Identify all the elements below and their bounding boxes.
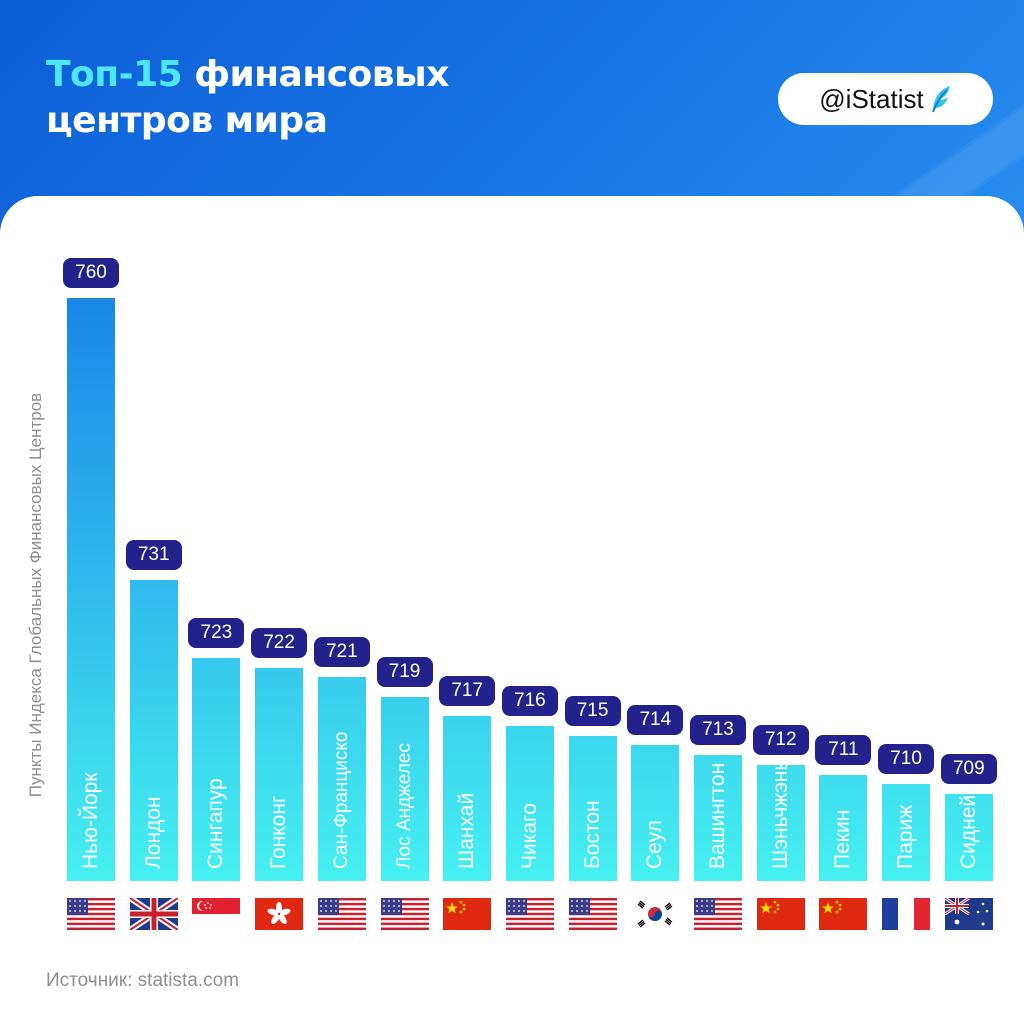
source-note: Источник: statista.com: [46, 970, 240, 991]
bar: Гонконг: [255, 667, 304, 881]
bar: Шанхай: [443, 716, 492, 881]
bar: Вашингтон: [694, 755, 742, 881]
bar-label: Сан-Франциско: [330, 731, 352, 869]
flag-cn-icon: [756, 898, 805, 930]
value-label: 715: [564, 695, 621, 726]
bar-label: Вашингтон: [706, 762, 729, 869]
bar-label: Париж: [894, 804, 918, 869]
bar-label: Гонконг: [267, 795, 291, 869]
bar: Чикаго: [505, 725, 554, 881]
bar-label: Чикаго: [517, 803, 541, 869]
value-label: 713: [690, 715, 746, 746]
flag-us-icon: [67, 898, 115, 930]
value-label: 710: [878, 744, 935, 775]
flag-sg-icon: [192, 898, 241, 930]
brand-badge[interactable]: @iStatist: [778, 73, 993, 125]
title-accent: Топ-15: [46, 54, 183, 95]
bar-label: Сидней: [956, 794, 980, 869]
bar: Бостон: [568, 735, 617, 881]
value-label: 760: [63, 258, 119, 288]
value-label: 712: [752, 724, 809, 755]
bar-label: Сеул: [643, 820, 667, 869]
bar: Сеул: [631, 745, 680, 881]
flag-us-icon: [505, 898, 554, 930]
title-rest: финансовых: [182, 54, 449, 95]
bar: Сингапур: [192, 657, 241, 881]
bar-label: Сингапур: [204, 778, 228, 869]
value-label: 711: [815, 734, 872, 765]
bar-label: Лондон: [141, 796, 165, 869]
bar: Лондон: [129, 580, 178, 881]
value-label: 709: [940, 754, 997, 784]
brand-name: @iStatist: [819, 83, 924, 114]
bar: Сан-Франциско: [317, 677, 366, 881]
bar-label: Шэньчжэнь: [768, 759, 792, 869]
title-line-2: центров мира: [46, 100, 328, 141]
flag-us-icon: [380, 898, 429, 930]
feather-logo-icon: [931, 86, 950, 113]
flag-us-icon: [317, 898, 366, 930]
value-label: 731: [125, 540, 182, 571]
flag-cn-icon: [443, 898, 492, 930]
bar-label: Пекин: [831, 809, 855, 869]
page-title: Топ-15 финансовых центров мира: [46, 52, 449, 144]
flag-cn-icon: [819, 898, 868, 930]
bar: Пекин: [819, 774, 868, 881]
value-label: 719: [376, 656, 433, 687]
flag-au-icon: [944, 898, 993, 930]
flag-kr-icon: [631, 898, 680, 930]
flag-us-icon: [694, 898, 742, 930]
flag-uk-icon: [129, 898, 178, 930]
bar-label: Шанхай: [455, 792, 479, 869]
flag-us-icon: [568, 898, 617, 930]
bar: Нью-Йорк: [67, 298, 115, 881]
value-label: 716: [501, 685, 558, 716]
value-label: 714: [627, 705, 684, 736]
y-axis-label: Пункты Индекса Глобальных Финансовых Цен…: [26, 392, 45, 798]
value-label: 717: [439, 676, 496, 707]
value-label: 722: [251, 627, 308, 658]
value-label: 721: [313, 637, 370, 668]
bar: Сидней: [944, 794, 993, 881]
flag-hk-icon: [255, 898, 304, 930]
bar: Лос Анджелес: [380, 696, 429, 881]
flag-fr-icon: [882, 898, 931, 930]
bar: Шэньчжэнь: [756, 760, 805, 881]
bar: Париж: [882, 784, 931, 881]
bar-label: Лос Анджелес: [393, 743, 415, 869]
value-label: 723: [188, 617, 245, 648]
bar-label: Нью-Йорк: [79, 772, 102, 870]
bar-label: Бостон: [580, 800, 604, 869]
